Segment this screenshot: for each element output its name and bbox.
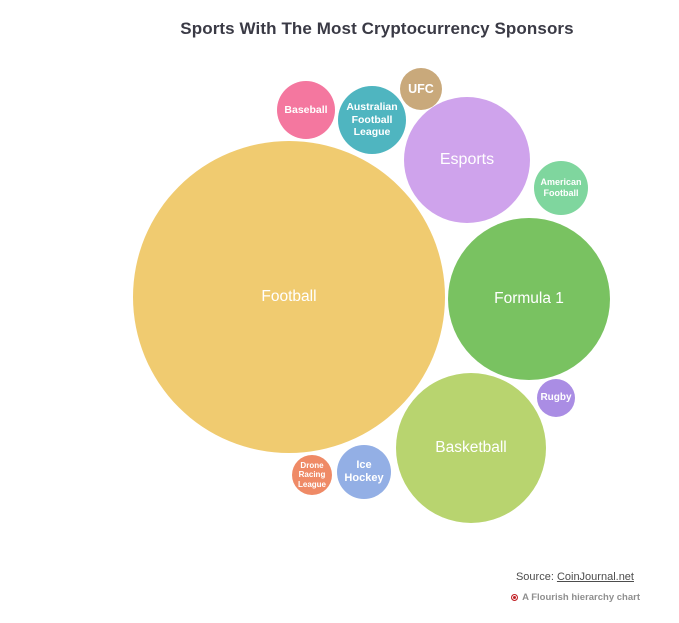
flourish-logo-icon xyxy=(511,594,519,601)
bubble-label-australian-football-league: Australian Football League xyxy=(346,101,398,139)
bubble-ufc[interactable]: UFC xyxy=(400,68,442,110)
bubble-label-formula-1: Formula 1 xyxy=(494,289,564,307)
source-link[interactable]: CoinJournal.net xyxy=(556,571,634,583)
bubble-rugby[interactable]: Rugby xyxy=(537,379,575,417)
bubble-drone-racing-league[interactable]: Drone Racing League xyxy=(292,455,332,495)
bubble-label-football: Football xyxy=(261,287,317,305)
bubble-formula-1[interactable]: Formula 1 xyxy=(448,218,610,380)
bubble-label-ice-hockey: Ice Hockey xyxy=(344,459,384,484)
bubble-football[interactable]: Football xyxy=(133,141,445,453)
bubble-label-drone-racing-league: Drone Racing League xyxy=(297,460,326,489)
bubble-australian-football-league[interactable]: Australian Football League xyxy=(338,86,406,154)
bubble-baseball[interactable]: Baseball xyxy=(277,81,335,139)
bubble-label-rugby: Rugby xyxy=(540,392,572,404)
bubble-american-football[interactable]: American Football xyxy=(534,161,588,215)
bubble-esports[interactable]: Esports xyxy=(404,97,530,223)
source-prefix-label: Source: xyxy=(515,571,557,583)
bubble-label-american-football: American Football xyxy=(540,177,582,198)
flourish-attribution-label: A Flourish hierarchy chart xyxy=(522,592,640,603)
source-line: Source: CoinJournal.net xyxy=(516,571,634,583)
bubble-label-basketball: Basketball xyxy=(435,438,507,456)
bubble-label-baseball: Baseball xyxy=(284,103,328,116)
bubble-ice-hockey[interactable]: Ice Hockey xyxy=(337,445,391,499)
chart-title: Sports With The Most Cryptocurrency Spon… xyxy=(180,19,574,38)
bubble-basketball[interactable]: Basketball xyxy=(396,373,546,523)
flourish-attribution[interactable]: A Flourish hierarchy chart xyxy=(511,592,640,603)
bubble-label-esports: Esports xyxy=(439,150,495,168)
bubble-label-ufc: UFC xyxy=(408,81,434,96)
